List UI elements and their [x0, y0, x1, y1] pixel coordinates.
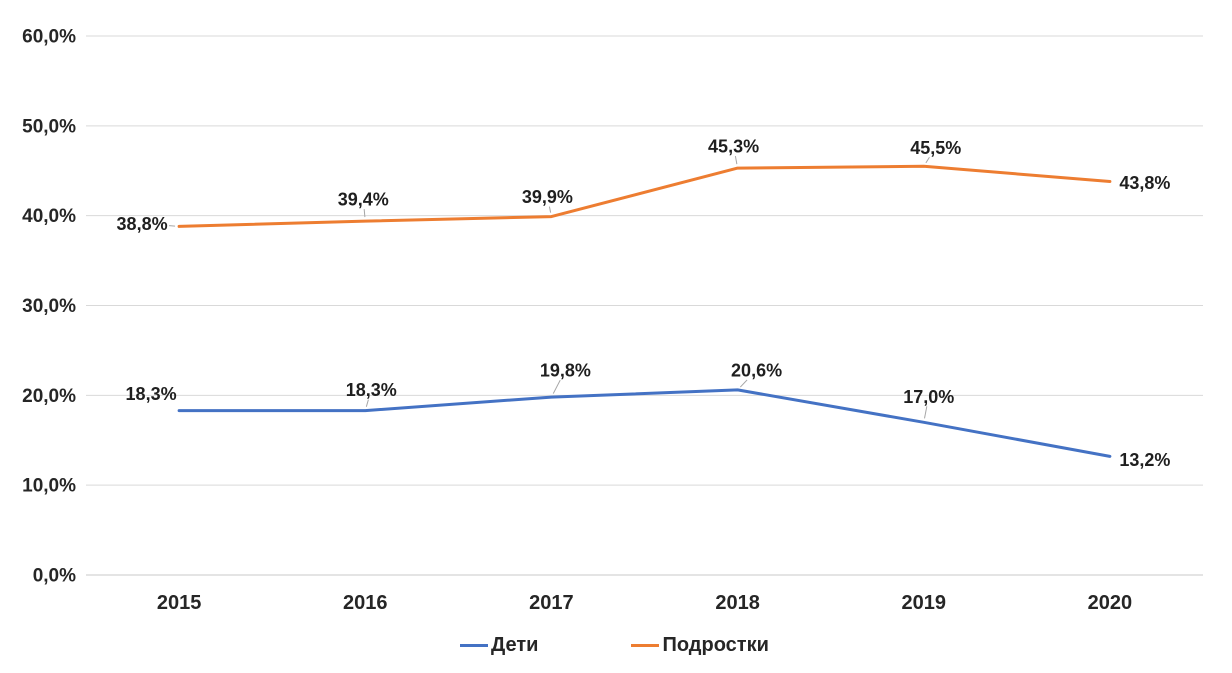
chart-legend: Дети Подростки: [460, 634, 769, 657]
series-line-teenagers: [177, 164, 1112, 228]
x-tick-label: 2015: [157, 592, 202, 614]
gridlines: [86, 35, 1203, 576]
label-leader: [365, 399, 369, 407]
y-tick-label: 50,0%: [22, 116, 76, 137]
label-leader: [734, 155, 738, 165]
x-tick-label: 2017: [529, 592, 574, 614]
legend-swatch-children: [460, 644, 488, 647]
label-leaders-children: [365, 379, 928, 419]
x-axis-labels: 2015 2016 2017 2018 2019 2020: [157, 592, 1132, 614]
y-tick-label: 30,0%: [22, 296, 76, 317]
data-label-children: 13,2%: [1119, 450, 1170, 470]
data-label-teenagers: 45,5%: [910, 138, 961, 158]
data-label-teenagers: 43,8%: [1119, 173, 1170, 193]
label-leader: [548, 206, 552, 213]
label-leaders-teenagers: [169, 155, 930, 227]
x-tick-label: 2018: [715, 592, 760, 614]
x-tick-label: 2020: [1088, 592, 1133, 614]
y-tick-label: 60,0%: [22, 27, 76, 48]
data-label-children: 18,3%: [126, 384, 177, 404]
label-leader: [925, 156, 930, 164]
data-label-teenagers: 45,3%: [708, 137, 759, 157]
y-axis-labels: 0,0% 10,0% 20,0% 30,0% 40,0% 50,0% 60,0%: [22, 27, 76, 587]
label-leader: [552, 379, 561, 394]
label-leader: [739, 379, 748, 388]
data-label-teenagers: 38,8%: [117, 214, 168, 234]
data-label-children: 17,0%: [903, 387, 954, 407]
legend-item-children: Дети: [460, 634, 538, 657]
data-labels-children: 18,3% 18,3% 19,8% 20,6% 17,0% 13,2%: [126, 360, 1171, 469]
data-label-children: 20,6%: [731, 360, 782, 380]
y-tick-label: 10,0%: [22, 476, 76, 497]
data-label-children: 18,3%: [346, 380, 397, 400]
legend-item-teenagers: Подростки: [631, 634, 769, 657]
data-label-teenagers: 39,4%: [338, 190, 389, 210]
x-tick-label: 2019: [902, 592, 947, 614]
legend-swatch-teenagers: [631, 644, 660, 647]
data-label-children: 19,8%: [540, 361, 591, 381]
label-leader: [924, 406, 928, 419]
y-tick-label: 20,0%: [22, 386, 76, 407]
legend-label-teenagers: Подростки: [662, 634, 769, 656]
data-label-teenagers: 39,9%: [522, 187, 573, 207]
label-leader: [363, 209, 366, 218]
y-tick-label: 0,0%: [33, 566, 76, 587]
data-labels-teenagers: 38,8% 39,4% 39,9% 45,3% 45,5% 43,8%: [117, 137, 1171, 234]
series-line-children: [177, 388, 1112, 458]
legend-label-children: Дети: [491, 634, 539, 656]
y-tick-label: 40,0%: [22, 206, 76, 227]
x-tick-label: 2016: [343, 592, 388, 614]
